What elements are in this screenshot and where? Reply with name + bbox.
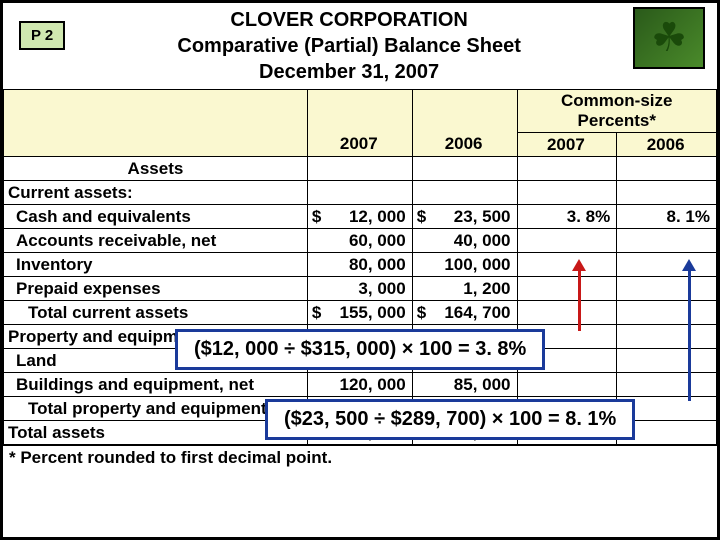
bldg-2006: 85, 000	[412, 373, 517, 397]
current-assets-header: Current assets:	[4, 181, 308, 205]
prepaid-2007: 3, 000	[307, 277, 412, 301]
callout-formula-2: ($23, 500 ÷ $289, 700) × 100 = 8. 1%	[265, 399, 635, 440]
table-row: Current assets:	[4, 181, 717, 205]
col-cs2007: 2007	[517, 133, 617, 157]
callout-formula-1: ($12, 000 ÷ $315, 000) × 100 = 3. 8%	[175, 329, 545, 370]
col-2006: 2006	[412, 133, 517, 157]
title-line2: Comparative (Partial) Balance Sheet	[65, 33, 633, 59]
inv-2006: 100, 000	[412, 253, 517, 277]
table-row: Assets	[4, 157, 717, 181]
assets-header: Assets	[4, 157, 308, 181]
tca-2006: $164, 700	[412, 301, 517, 325]
common-size-header: Common-size Percents*	[517, 90, 716, 133]
cash-pct-2007: 3. 8%	[517, 205, 617, 229]
tca-2007: $155, 000	[307, 301, 412, 325]
table-row: Cash and equivalents $12, 000 $23, 500 3…	[4, 205, 717, 229]
cash-label: Cash and equivalents	[4, 205, 308, 229]
tca-label: Total current assets	[4, 301, 308, 325]
table-row: Buildings and equipment, net 120, 000 85…	[4, 373, 717, 397]
total-label: Total assets	[4, 421, 308, 445]
footnote: * Percent rounded to first decimal point…	[3, 445, 717, 470]
table-row: Inventory 80, 000 100, 000	[4, 253, 717, 277]
ar-2006: 40, 000	[412, 229, 517, 253]
p2-badge: P 2	[19, 21, 65, 50]
title-line3: December 31, 2007	[65, 59, 633, 85]
inv-2007: 80, 000	[307, 253, 412, 277]
header: P 2 CLOVER CORPORATION Comparative (Part…	[3, 3, 717, 89]
cash-2007: $12, 000	[307, 205, 412, 229]
cash-pct-2006: 8. 1%	[617, 205, 717, 229]
prepaid-label: Prepaid expenses	[4, 277, 308, 301]
ar-label: Accounts receivable, net	[4, 229, 308, 253]
col-2007: 2007	[307, 133, 412, 157]
col-cs2006: 2006	[617, 133, 717, 157]
ar-2007: 60, 000	[307, 229, 412, 253]
bldg-label: Buildings and equipment, net	[4, 373, 308, 397]
inv-label: Inventory	[4, 253, 308, 277]
prepaid-2006: 1, 200	[412, 277, 517, 301]
table-row: Prepaid expenses 3, 000 1, 200	[4, 277, 717, 301]
balance-sheet-table: Common-size Percents* 2007 2006 2007 200…	[3, 89, 717, 445]
tppe-label: Total property and equipment	[4, 397, 308, 421]
table-row: Accounts receivable, net 60, 000 40, 000	[4, 229, 717, 253]
clover-icon: ☘	[633, 7, 705, 69]
title: CLOVER CORPORATION Comparative (Partial)…	[65, 7, 633, 85]
table-row: Total current assets $155, 000 $164, 700	[4, 301, 717, 325]
cash-2006: $23, 500	[412, 205, 517, 229]
bldg-2007: 120, 000	[307, 373, 412, 397]
title-line1: CLOVER CORPORATION	[65, 7, 633, 33]
